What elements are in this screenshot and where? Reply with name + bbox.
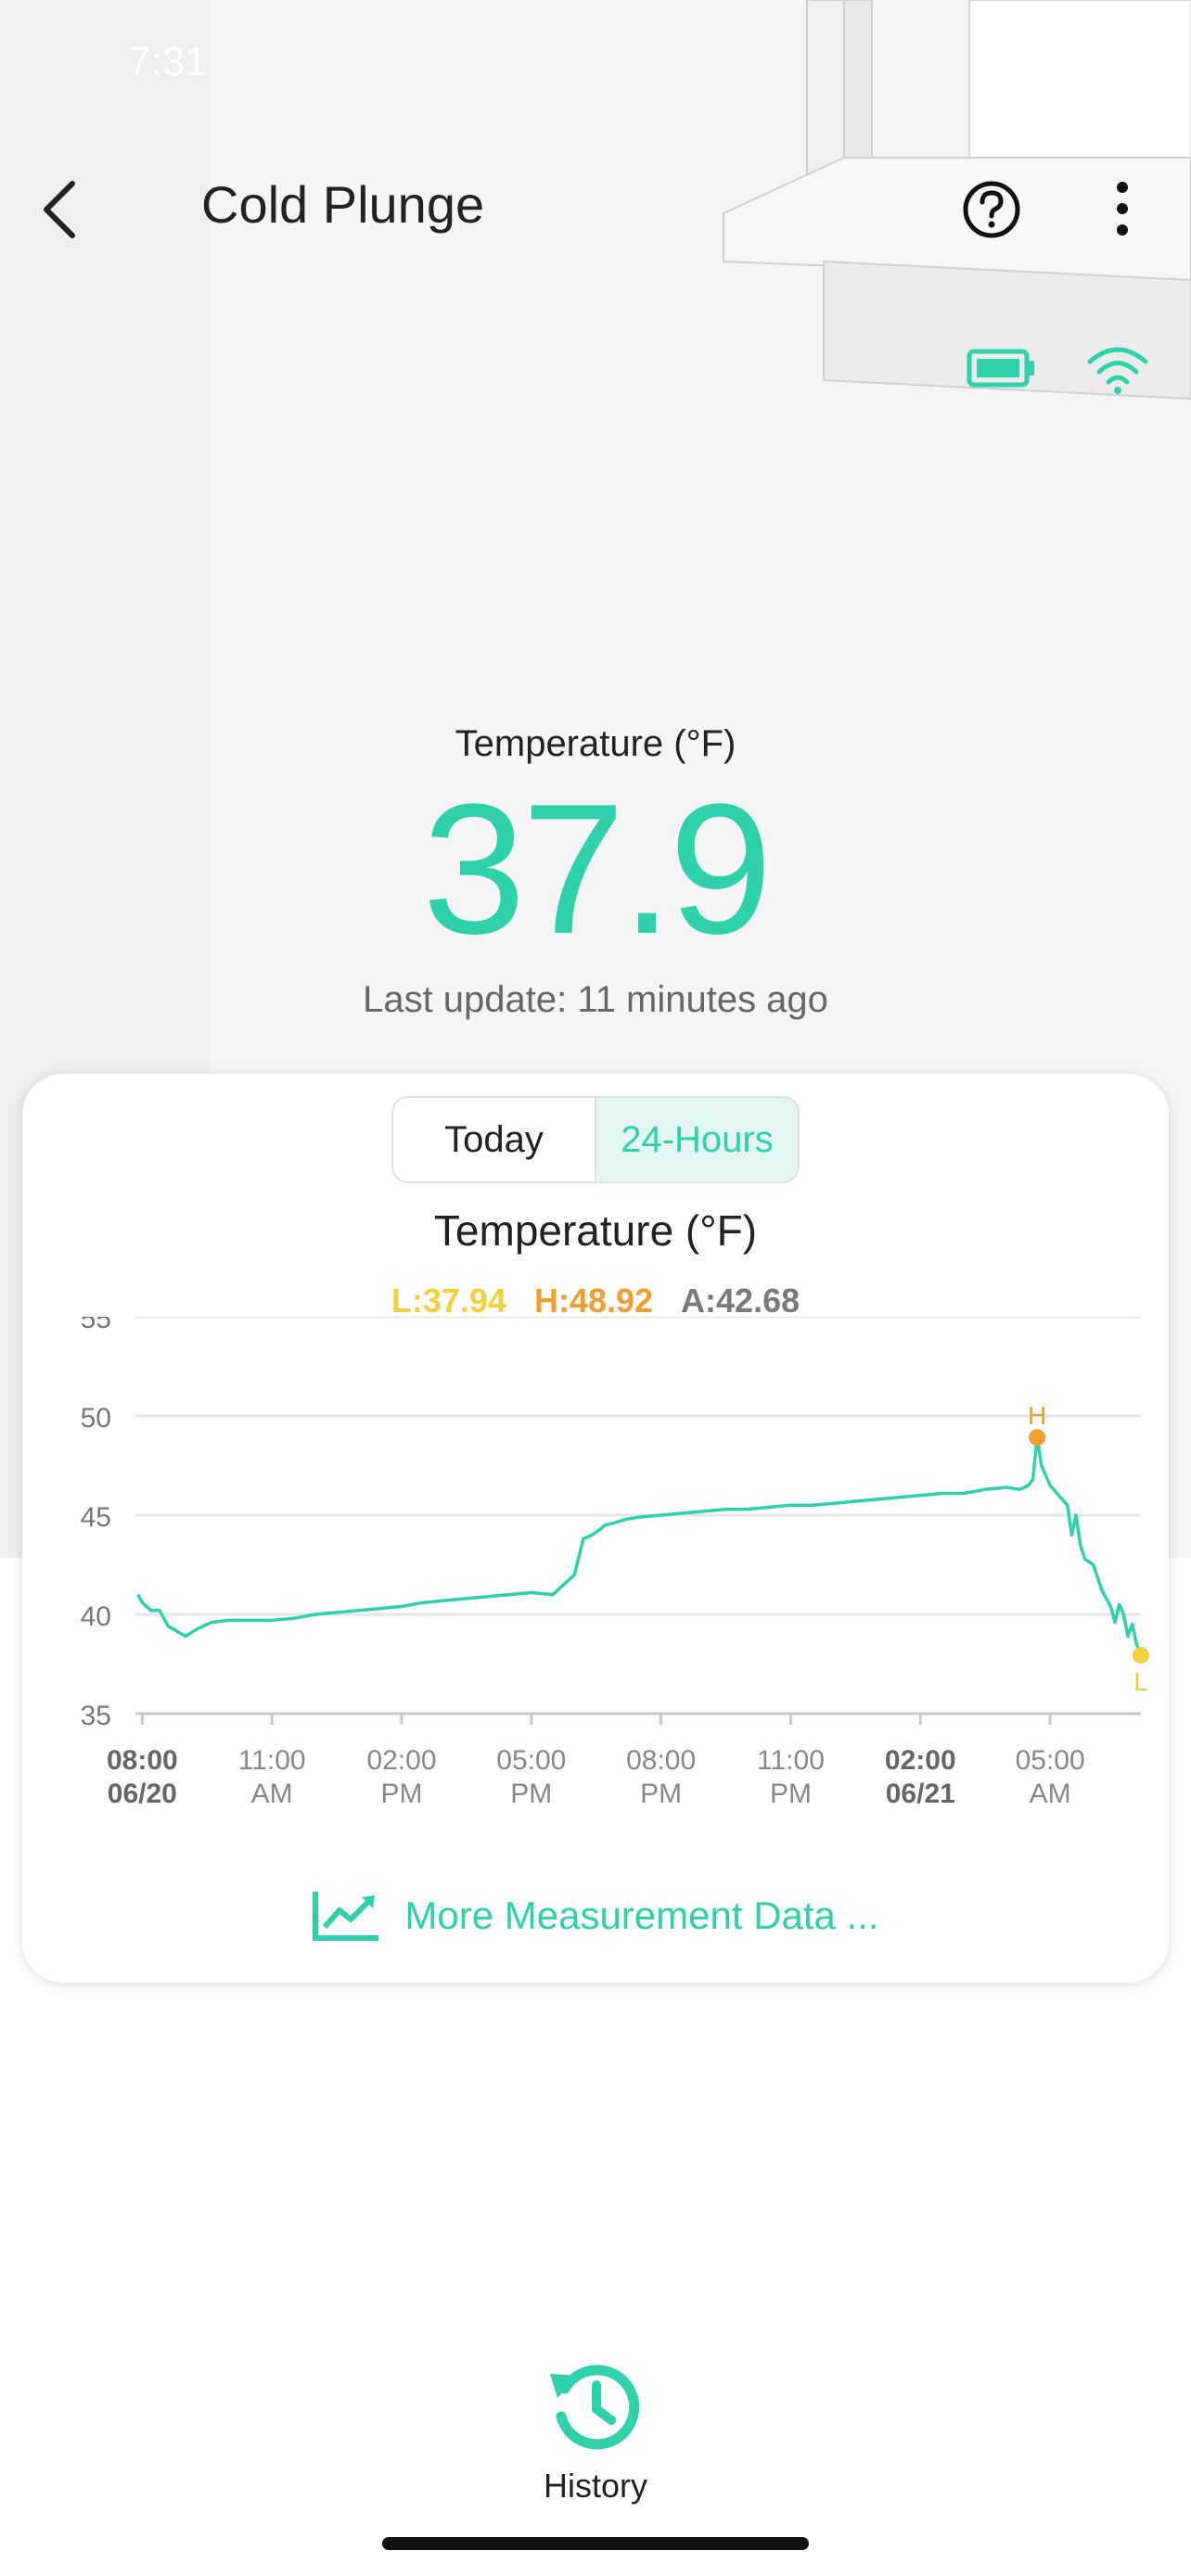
- chevron-left-icon: [44, 181, 75, 238]
- range-segmented-control: Today 24-Hours: [391, 1096, 800, 1183]
- y-tick-label: 50: [81, 1403, 111, 1434]
- history-label: History: [543, 2467, 647, 2505]
- x-tick-label: PM: [510, 1779, 552, 1809]
- x-tick-label: PM: [640, 1779, 682, 1809]
- help-circle-icon: [963, 181, 1020, 238]
- y-tick-label: 45: [81, 1502, 111, 1533]
- last-update-text: Last update: 11 minutes ago: [363, 979, 828, 1020]
- temperature-chart-card: Today 24-Hours Temperature (°F) L:37.94 …: [22, 1074, 1169, 1983]
- y-tick-label: 55: [81, 1317, 111, 1334]
- x-tick-label: 02:00: [885, 1745, 956, 1776]
- stat-high: H:48.92: [533, 1282, 654, 1320]
- status-time: 7:31: [128, 39, 208, 84]
- more-vertical-icon: [1117, 182, 1128, 236]
- y-tick-label: 40: [81, 1601, 111, 1632]
- high-point-label: H: [1028, 1401, 1046, 1430]
- temperature-label: Temperature (°F): [455, 723, 736, 764]
- page-title: Cold Plunge: [201, 175, 485, 234]
- trend-chart-icon: [313, 1892, 379, 1941]
- home-indicator: [382, 2537, 809, 2550]
- x-tick-label: 11:00: [757, 1745, 825, 1776]
- more-options-button[interactable]: [1104, 176, 1141, 241]
- x-tick-label: 08:00: [626, 1745, 696, 1776]
- low-point-marker: [1133, 1647, 1149, 1664]
- more-measurement-data-button[interactable]: More Measurement Data ...: [22, 1890, 1169, 1942]
- battery-icon: [967, 349, 1034, 388]
- x-tick-label: 11:00: [238, 1745, 306, 1776]
- stat-average: A:42.68: [681, 1282, 800, 1320]
- history-button[interactable]: History: [503, 2355, 688, 2531]
- tab-24-hours[interactable]: 24-Hours: [595, 1098, 798, 1181]
- temperature-line-chart: 555045403508:0006/2011:00AM02:00PM05:00P…: [81, 1317, 1149, 1809]
- tab-today[interactable]: Today: [444, 1118, 544, 1160]
- history-icon: [550, 2365, 640, 2450]
- help-button[interactable]: [961, 179, 1022, 240]
- wifi-icon: [1087, 347, 1148, 394]
- x-tick-label: 06/21: [886, 1779, 955, 1809]
- temperature-series-line: [136, 1435, 1143, 1656]
- x-tick-label: AM: [1030, 1779, 1071, 1809]
- high-point-marker: [1029, 1429, 1046, 1447]
- x-tick-label: AM: [251, 1779, 293, 1809]
- chart-stats: L:37.94 H:48.92 A:42.68: [22, 1282, 1169, 1320]
- chart-title: Temperature (°F): [433, 1206, 758, 1255]
- x-tick-label: PM: [770, 1779, 812, 1809]
- stat-low: L:37.94: [391, 1282, 506, 1320]
- x-tick-label: 05:00: [1016, 1745, 1085, 1776]
- x-tick-label: 02:00: [366, 1745, 436, 1776]
- y-tick-label: 35: [81, 1701, 111, 1731]
- x-tick-label: 08:00: [107, 1745, 178, 1776]
- back-button[interactable]: [33, 171, 89, 245]
- temperature-value: 37.9: [422, 766, 772, 973]
- x-tick-label: PM: [380, 1779, 422, 1809]
- x-tick-label: 06/20: [108, 1779, 177, 1809]
- shelf-illustration: [723, 0, 1191, 401]
- low-point-label: L: [1133, 1667, 1148, 1696]
- x-tick-label: 05:00: [496, 1745, 566, 1776]
- more-measurement-data-label: More Measurement Data ...: [404, 1894, 879, 1937]
